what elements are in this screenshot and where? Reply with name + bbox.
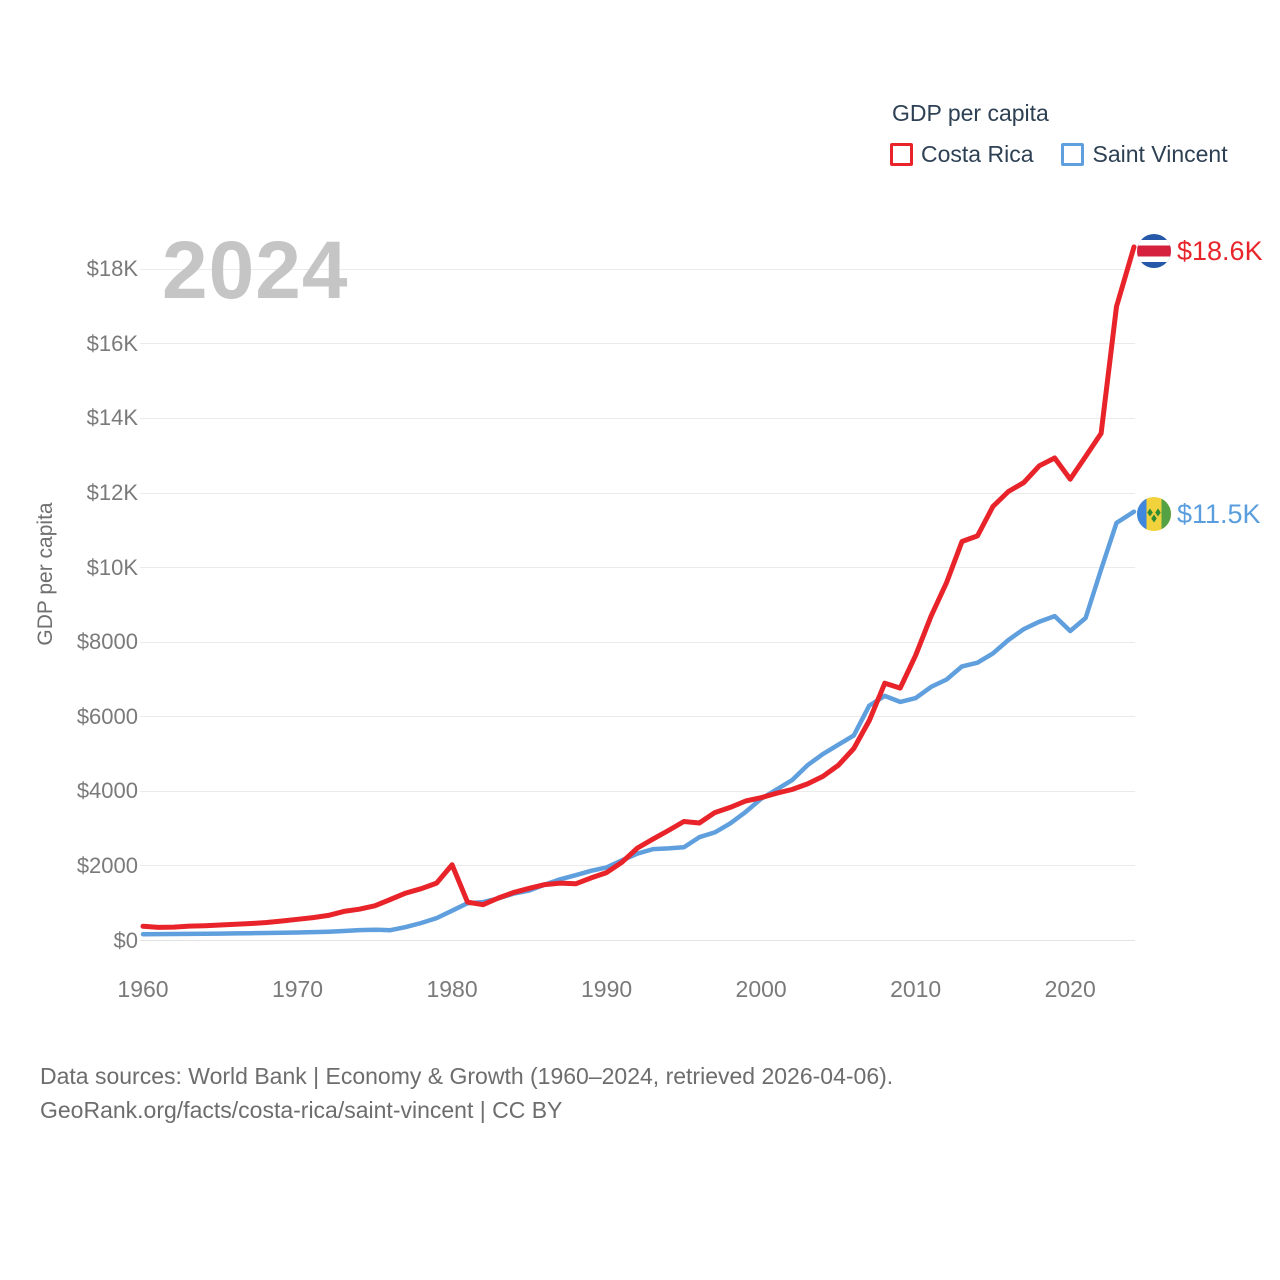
saint-vincent-line bbox=[140, 509, 1137, 937]
gridline-10000 bbox=[140, 567, 1135, 569]
y-tick-label: $4000 bbox=[76, 778, 138, 804]
x-tick-label: 2020 bbox=[1044, 976, 1096, 1002]
legend-item-saint-vincent[interactable]: Saint Vincent bbox=[1061, 141, 1228, 168]
gridline-0 bbox=[140, 940, 1135, 941]
y-tick-label: $10K bbox=[86, 554, 138, 580]
costa-rica-swatch-icon bbox=[890, 143, 913, 166]
gridline-4000 bbox=[140, 790, 1135, 792]
gridline-8000 bbox=[140, 641, 1135, 643]
y-tick-label: $18K bbox=[86, 256, 138, 282]
footer-sources-line: Data sources: World Bank | Economy & Gro… bbox=[40, 1063, 894, 1089]
legend-item-label: Saint Vincent bbox=[1092, 141, 1228, 167]
legend: Costa Rica Saint Vincent bbox=[890, 141, 1228, 168]
gridline-16000 bbox=[140, 343, 1135, 345]
x-tick-label: 1990 bbox=[581, 976, 633, 1002]
x-tick-label: 1960 bbox=[117, 976, 169, 1002]
saint-vincent-swatch-icon bbox=[1061, 143, 1085, 166]
y-tick-label: $12K bbox=[86, 480, 138, 506]
y-tick-label: $6000 bbox=[76, 703, 138, 729]
x-tick-label: 2010 bbox=[890, 976, 942, 1002]
x-tick-label: 1970 bbox=[271, 976, 324, 1002]
saint-vincent-end-value: $11.5K bbox=[1177, 499, 1261, 529]
gridline-14000 bbox=[140, 417, 1135, 419]
footer-attribution-line: GeoRank.org/facts/costa-rica/saint-vince… bbox=[40, 1097, 563, 1123]
costa-rica-end-value: $18.6K bbox=[1177, 236, 1263, 266]
legend-item-label: Costa Rica bbox=[921, 141, 1034, 167]
gridline-12000 bbox=[140, 492, 1135, 494]
costa-rica-flag-icon bbox=[1137, 234, 1171, 268]
costa-rica-line bbox=[140, 244, 1137, 930]
legend-item-costa-rica[interactable]: Costa Rica bbox=[890, 141, 1033, 168]
gridline-2000 bbox=[140, 865, 1135, 867]
gridline-18000 bbox=[140, 268, 1135, 270]
y-tick-label: $0 bbox=[113, 927, 138, 953]
legend-title: GDP per capita bbox=[892, 100, 1049, 126]
gridline-6000 bbox=[140, 716, 1135, 718]
y-tick-label: $14K bbox=[86, 405, 138, 431]
y-tick-label: $8000 bbox=[76, 629, 138, 655]
footer: Data sources: World Bank | Economy & Gro… bbox=[40, 1059, 893, 1127]
x-tick-label: 1980 bbox=[426, 976, 478, 1002]
y-tick-label: $16K bbox=[86, 330, 138, 356]
x-tick-label: 2000 bbox=[735, 976, 787, 1002]
saint-vincent-flag-icon bbox=[1137, 497, 1171, 531]
year-watermark: 2024 bbox=[162, 225, 349, 316]
y-tick-label: $2000 bbox=[76, 852, 138, 878]
